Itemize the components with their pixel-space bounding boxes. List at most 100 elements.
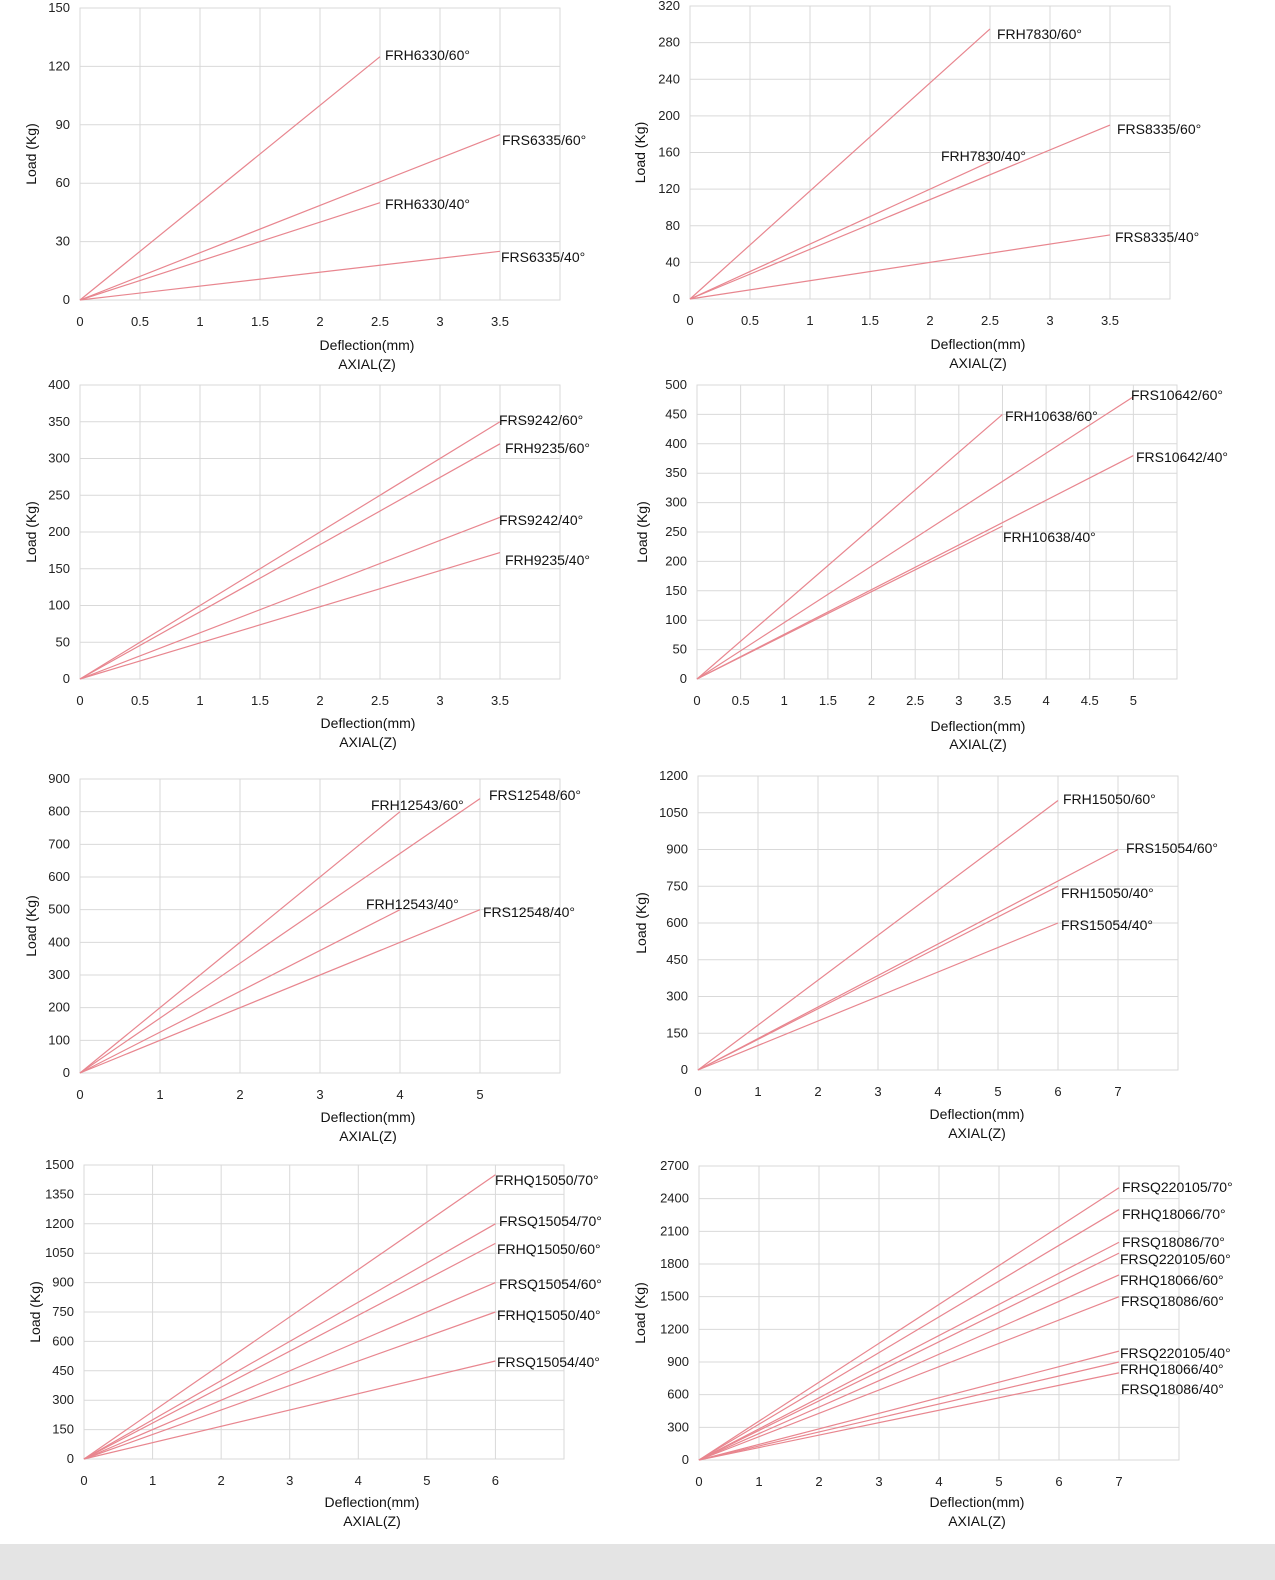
chart-8-series-label: FRSQ220105/70° xyxy=(1122,1179,1233,1195)
chart-8-y-tick-label: 2100 xyxy=(660,1223,689,1238)
chart-8: 0 300 600 900 1200 1500 1800 2100 2400 2700 0 1 2 3 4 5… xyxy=(632,1158,1233,1529)
chart-4-x-tick-label: 1.5 xyxy=(819,693,837,708)
chart-3-x-tick-label: 1 xyxy=(196,693,203,708)
chart-5-y-tick-label: 500 xyxy=(48,902,70,917)
chart-1-x-tick-label: 2.5 xyxy=(371,314,389,329)
chart-8-x-tick-label: 3 xyxy=(875,1474,882,1489)
chart-2-x-tick-label: 0.5 xyxy=(741,313,759,328)
chart-1-x-tick-label: 3.5 xyxy=(491,314,509,329)
chart-5-y-tick-label: 600 xyxy=(48,869,70,884)
chart-5-series-label: FRS12548/60° xyxy=(489,787,581,803)
chart-1-series-line xyxy=(79,250,501,301)
chart-7-y-tick-label: 150 xyxy=(52,1422,74,1437)
chart-5-y-axis-title: Load (Kg) xyxy=(23,895,39,956)
chart-3-series-line xyxy=(79,421,501,680)
chart-7-series-label: FRSQ15054/60° xyxy=(499,1276,602,1292)
chart-8-series-label: FRHQ18066/60° xyxy=(1120,1272,1224,1288)
chart-1-y-tick-label: 120 xyxy=(48,58,70,73)
chart-6-x-tick-label: 3 xyxy=(874,1084,881,1099)
chart-5-series-label: FRS12548/40° xyxy=(483,904,575,920)
chart-6-x-tick-label: 2 xyxy=(814,1084,821,1099)
chart-1-x-tick-label: 2 xyxy=(316,314,323,329)
chart-1-x-axis-subtitle: AXIAL(Z) xyxy=(338,356,396,372)
chart-2-x-tick-label: 3 xyxy=(1046,313,1053,328)
chart-7-x-tick-label: 0 xyxy=(80,1473,87,1488)
chart-3-y-tick-label: 200 xyxy=(48,524,70,539)
chart-7-x-tick-label: 3 xyxy=(286,1473,293,1488)
chart-3-x-tick-label: 0.5 xyxy=(131,693,149,708)
chart-7-y-tick-label: 600 xyxy=(52,1333,74,1348)
chart-1-y-tick-label: 0 xyxy=(63,292,70,307)
chart-8-y-tick-label: 1200 xyxy=(660,1321,689,1336)
chart-3-y-tick-label: 50 xyxy=(56,634,70,649)
chart-2-x-axis-title: Deflection(mm) xyxy=(931,336,1026,352)
chart-4: 0 50 100 150 200 250 300 350 400 450 500 0 0.5 1 1.5 2 2… xyxy=(634,377,1228,752)
chart-2-series-line xyxy=(689,124,1111,300)
chart-5-y-tick-label: 900 xyxy=(48,771,70,786)
chart-8-y-tick-label: 900 xyxy=(667,1354,689,1369)
chart-8-series-line xyxy=(698,1361,1120,1461)
chart-5-series-line xyxy=(79,811,401,1074)
chart-2-x-axis-subtitle: AXIAL(Z) xyxy=(949,355,1007,371)
chart-8-x-tick-label: 7 xyxy=(1115,1474,1122,1489)
chart-7-y-tick-label: 0 xyxy=(67,1451,74,1466)
chart-5-y-tick-label: 400 xyxy=(48,934,70,949)
chart-6-series-label: FRS15054/40° xyxy=(1061,917,1153,933)
chart-7-x-axis-subtitle: AXIAL(Z) xyxy=(343,1513,401,1529)
chart-7-x-tick-label: 1 xyxy=(149,1473,156,1488)
chart-4-y-tick-label: 300 xyxy=(665,495,687,510)
chart-7-series-line xyxy=(83,1282,496,1460)
chart-2-y-tick-label: 120 xyxy=(658,181,680,196)
chart-8-x-tick-label: 0 xyxy=(695,1474,702,1489)
chart-5-x-tick-label: 4 xyxy=(396,1087,403,1102)
chart-4-x-tick-label: 3 xyxy=(955,693,962,708)
chart-4-x-tick-label: 5 xyxy=(1130,693,1137,708)
chart-7: 0 150 300 450 600 750 900 1050 1200 1350 1500 0 1 2 3 4… xyxy=(27,1157,602,1529)
chart-8-y-tick-label: 1500 xyxy=(660,1289,689,1304)
chart-2-series-label: FRH7830/60° xyxy=(997,26,1082,42)
chart-4-y-tick-label: 0 xyxy=(680,671,687,686)
chart-2-series-label: FRS8335/40° xyxy=(1115,229,1199,245)
chart-8-x-axis-title: Deflection(mm) xyxy=(930,1494,1025,1510)
chart-1-series-line xyxy=(79,202,381,301)
chart-5-x-axis-subtitle: AXIAL(Z) xyxy=(339,1128,397,1144)
chart-7-x-axis-title: Deflection(mm) xyxy=(325,1494,420,1510)
chart-1: 0 30 60 90 120 150 0 0.5 1 1.5 2 2.5 3 3.5 Deflection(… xyxy=(23,0,586,372)
chart-8-series-line xyxy=(698,1372,1120,1461)
chart-2-series-label: FRS8335/60° xyxy=(1117,121,1201,137)
chart-2-x-tick-label: 1 xyxy=(806,313,813,328)
chart-7-y-axis-title: Load (Kg) xyxy=(27,1281,43,1342)
chart-5-series-label: FRH12543/60° xyxy=(371,797,464,813)
chart-3-y-tick-label: 400 xyxy=(48,377,70,392)
chart-7-y-tick-label: 750 xyxy=(52,1304,74,1319)
chart-3-y-axis-title: Load (Kg) xyxy=(23,501,39,562)
chart-3-series-line xyxy=(79,443,501,680)
chart-7-series-label: FRHQ15050/70° xyxy=(495,1172,599,1188)
chart-6-y-tick-label: 750 xyxy=(666,878,688,893)
chart-8-y-tick-label: 1800 xyxy=(660,1256,689,1271)
chart-4-x-axis-subtitle: AXIAL(Z) xyxy=(949,736,1007,752)
chart-3-y-tick-label: 150 xyxy=(48,561,70,576)
chart-3-y-tick-label: 300 xyxy=(48,451,70,466)
chart-6-y-tick-label: 0 xyxy=(681,1062,688,1077)
chart-8-x-tick-label: 6 xyxy=(1055,1474,1062,1489)
chart-6-series-line xyxy=(697,885,1059,1071)
chart-8-y-tick-label: 600 xyxy=(667,1387,689,1402)
chart-8-y-tick-label: 2400 xyxy=(660,1191,689,1206)
chart-6-series-label: FRH15050/60° xyxy=(1063,791,1156,807)
chart-3: 0 50 100 150 200 250 300 350 400 0 0.5 1 1.5 2 2.5 3 3.5… xyxy=(23,377,590,750)
chart-6-series-line xyxy=(697,922,1059,1071)
chart-2: 0 40 80 120 160 200 240 280 320 0 0.5 1 1.5 2 2.5 3 3.5 D… xyxy=(632,0,1201,371)
chart-8-x-tick-label: 1 xyxy=(755,1474,762,1489)
chart-4-y-tick-label: 150 xyxy=(665,583,687,598)
chart-2-series-line xyxy=(689,28,991,300)
chart-7-y-tick-label: 300 xyxy=(52,1392,74,1407)
chart-2-y-tick-label: 160 xyxy=(658,145,680,160)
chart-7-x-tick-label: 5 xyxy=(423,1473,430,1488)
chart-5-y-tick-label: 300 xyxy=(48,967,70,982)
chart-7-series-line xyxy=(83,1360,496,1460)
chart-4-series-label: FRS10642/60° xyxy=(1131,387,1223,403)
chart-4-x-tick-label: 3.5 xyxy=(993,693,1011,708)
chart-4-series-line xyxy=(696,525,1003,680)
chart-8-y-tick-label: 0 xyxy=(682,1452,689,1467)
